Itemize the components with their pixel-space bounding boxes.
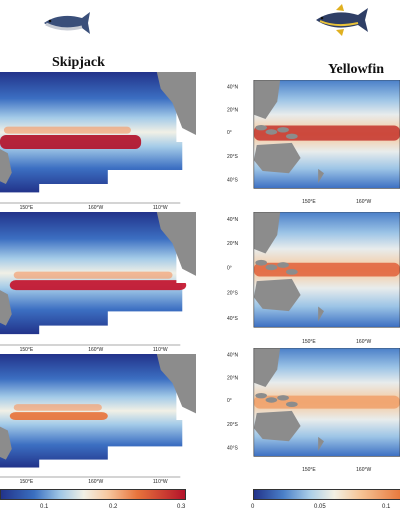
land-north-america xyxy=(156,354,196,414)
land-asia xyxy=(253,348,281,388)
y-tick-label: 20°N xyxy=(227,107,239,113)
land-australia xyxy=(0,149,12,184)
y-tick-label: 40°N xyxy=(227,353,239,359)
land-island xyxy=(265,264,278,271)
x-tick-label: 160°W xyxy=(356,339,371,345)
land-island xyxy=(285,269,298,275)
y-tick-label: 40°N xyxy=(227,217,239,223)
x-tick-label: 160°W xyxy=(88,205,103,211)
yellowfin-title: Yellowfin xyxy=(328,62,384,77)
yellowfin-colorbar-tick-3: 0.1 xyxy=(382,504,391,510)
yellowfin-fish-icon xyxy=(312,2,376,38)
x-tick-label: 150°E xyxy=(302,199,316,205)
skipjack-colorbar-tick-3: 0.3 xyxy=(177,504,186,510)
yellowfin-colorbar xyxy=(253,489,400,500)
skipjack-map-2: 150°E 160°W 110°W xyxy=(0,212,196,354)
x-tick-label: 150°E xyxy=(20,205,34,211)
y-tick-label: 40°S xyxy=(227,178,239,184)
map-frame xyxy=(253,348,400,457)
warm-band xyxy=(3,126,131,134)
yellowfin-map-1: 40°N 20°N 0° 20°S 40°S 150°E 160°W xyxy=(226,80,400,206)
warm-band xyxy=(13,271,173,279)
x-tick-label: 160°W xyxy=(356,467,371,473)
land-island xyxy=(285,401,298,408)
x-tick-label: 150°E xyxy=(20,479,34,485)
hot-band xyxy=(9,280,187,291)
land-asia xyxy=(253,80,281,120)
y-tick-label: 40°S xyxy=(227,316,239,322)
y-tick-label: 0° xyxy=(227,265,232,271)
y-tick-label: 0° xyxy=(227,130,232,136)
x-tick-label: 160°W xyxy=(356,199,371,205)
yellowfin-map-2: 40°N 20°N 0° 20°S 40°S 150°E 160°W xyxy=(226,212,400,346)
no-data-region xyxy=(39,459,196,486)
map-frame xyxy=(253,212,400,328)
land-island xyxy=(285,133,298,140)
skipjack-title: Skipjack xyxy=(52,55,105,70)
yellowfin-map-3: 40°N 20°N 0° 20°S 40°S 150°E 160°W xyxy=(226,348,400,474)
land-island xyxy=(277,262,289,268)
y-tick-label: 40°N xyxy=(227,85,239,91)
land-north-america xyxy=(156,212,196,276)
land-new-zealand xyxy=(318,168,324,183)
y-tick-label: 20°N xyxy=(227,241,239,247)
hot-band xyxy=(253,262,400,277)
land-island xyxy=(255,392,267,399)
y-tick-label: 40°S xyxy=(227,446,239,452)
x-tick-label: 110°W xyxy=(153,205,168,211)
land-north-america xyxy=(156,72,196,135)
no-data-region xyxy=(39,325,196,354)
skipjack-map-3: 150°E 160°W 110°W xyxy=(0,354,196,486)
land-australia xyxy=(0,426,12,460)
land-island xyxy=(265,397,278,403)
warm-band xyxy=(13,404,102,411)
land-island xyxy=(255,124,267,131)
land-island xyxy=(265,129,278,135)
map-frame xyxy=(253,80,400,189)
x-tick-label: 150°E xyxy=(302,467,316,473)
x-tick-label: 150°E xyxy=(20,347,34,353)
no-data-region xyxy=(39,184,196,212)
y-tick-label: 20°S xyxy=(227,422,239,428)
hot-band xyxy=(0,135,142,149)
land-new-zealand xyxy=(318,436,324,451)
land-asia xyxy=(253,212,281,254)
hot-band xyxy=(9,412,108,420)
x-tick-label: 110°W xyxy=(153,347,168,353)
x-tick-label: 150°E xyxy=(302,339,316,345)
yellowfin-colorbar-tick-2: 0.05 xyxy=(314,504,326,510)
y-tick-label: 20°S xyxy=(227,154,239,160)
y-tick-label: 20°N xyxy=(227,375,239,381)
land-australia xyxy=(253,142,301,174)
land-australia xyxy=(0,290,12,326)
x-tick-label: 160°W xyxy=(88,347,103,353)
skipjack-fish-icon xyxy=(40,8,100,38)
yellowfin-colorbar-tick-1: 0 xyxy=(251,504,255,510)
land-island xyxy=(277,127,289,133)
land-australia xyxy=(253,278,301,312)
x-tick-label: 110°W xyxy=(153,479,168,485)
skipjack-colorbar-tick-2: 0.2 xyxy=(109,504,118,510)
land-australia xyxy=(253,410,301,442)
skipjack-colorbar-tick-1: 0.1 xyxy=(40,504,49,510)
skipjack-colorbar xyxy=(0,489,186,500)
y-tick-label: 20°S xyxy=(227,291,239,297)
land-island xyxy=(277,395,289,401)
x-tick-label: 160°W xyxy=(88,479,103,485)
land-island xyxy=(255,259,267,266)
skipjack-map-1: 150°E 160°W 110°W xyxy=(0,72,196,212)
hot-band xyxy=(253,395,400,409)
land-new-zealand xyxy=(318,306,324,322)
y-tick-label: 0° xyxy=(227,398,232,404)
